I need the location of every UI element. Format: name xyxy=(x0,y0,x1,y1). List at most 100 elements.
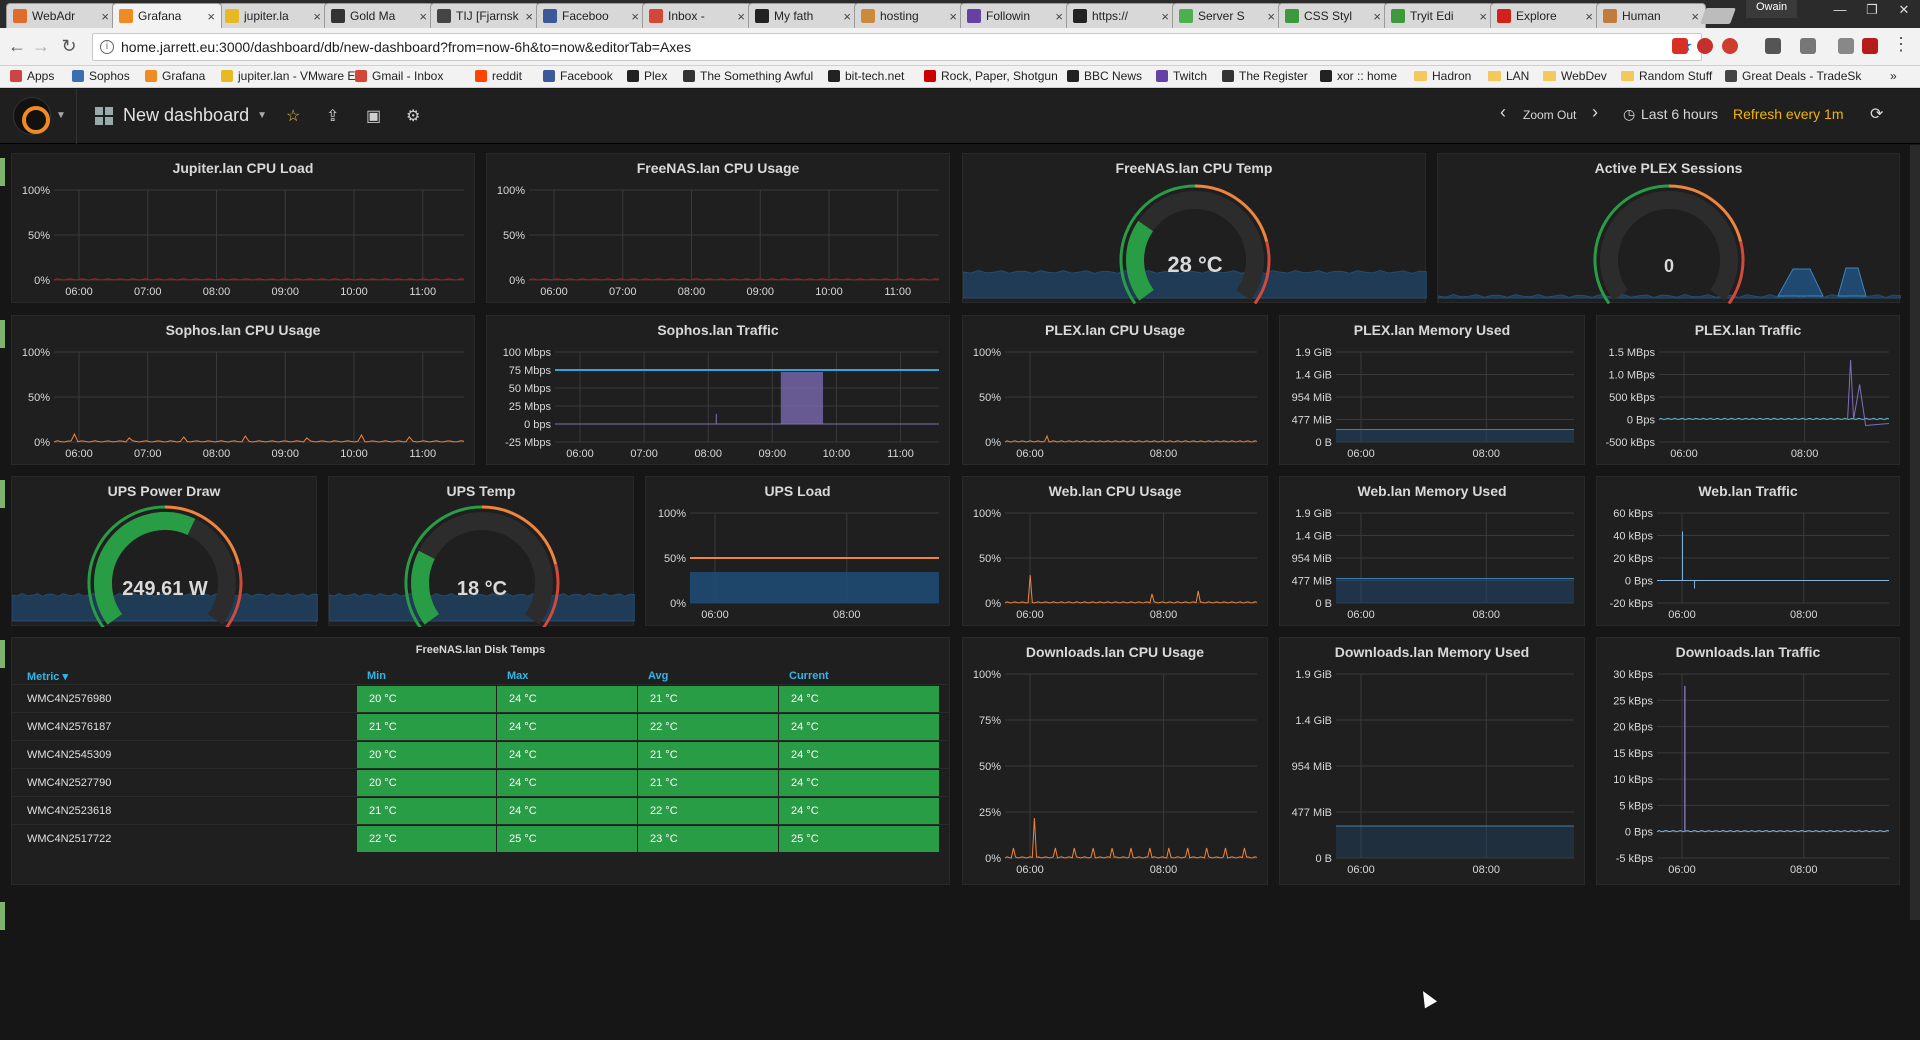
chevron-down-icon[interactable]: ▼ xyxy=(56,110,66,121)
extension-icon[interactable] xyxy=(1765,38,1781,54)
panel-disk-temps-table[interactable]: FreeNAS.lan Disk Temps Metric ▾ Min Max Avg… xyxy=(11,637,950,885)
panel-web-cpu[interactable]: Web.lan CPU Usage 100%50%0%06:0008:0010:… xyxy=(962,476,1268,626)
panel-ups-temp[interactable]: UPS Temp 18 °C xyxy=(328,476,635,627)
browser-tab[interactable]: TIJ [Fjarnsk × xyxy=(430,3,540,28)
profile-button[interactable]: Owain xyxy=(1746,0,1798,18)
browser-tab[interactable]: Grafana × xyxy=(112,3,222,28)
bookmark-item[interactable]: Plex xyxy=(627,69,667,83)
row-handle[interactable] xyxy=(0,320,5,348)
bookmarks-overflow-icon[interactable]: » xyxy=(1890,69,1897,83)
bookmark-item[interactable]: xor :: home xyxy=(1320,69,1397,83)
column-header-metric-sort[interactable]: Metric ▾ xyxy=(27,671,68,683)
close-tab-icon[interactable]: × xyxy=(631,8,639,24)
bookmark-item[interactable]: Twitch xyxy=(1156,69,1207,83)
panel-freenas-cpu[interactable]: FreeNAS.lan CPU Usage 100% 50% 0% 06:00 07:0… xyxy=(486,153,950,303)
browser-tab[interactable]: Server S × xyxy=(1172,3,1282,28)
minimize-icon[interactable]: — xyxy=(1833,2,1847,17)
bookmark-item[interactable]: Great Deals - TradeSk xyxy=(1725,69,1861,83)
back-icon[interactable]: ← xyxy=(8,36,26,56)
dashboard-picker[interactable]: New dashboard ▼ xyxy=(95,105,267,126)
panel-sophos-cpu[interactable]: Sophos.lan CPU Usage 100% 50% 0% 06:00 07:00… xyxy=(11,315,475,465)
extension-icon[interactable] xyxy=(1800,38,1816,54)
zoom-out-button[interactable]: Zoom Out xyxy=(1523,108,1577,122)
chrome-menu-icon[interactable]: ⋮ xyxy=(1892,34,1910,54)
panel-web-memory[interactable]: Web.lan Memory Used 1.9 GiB 1.4 GiB 954 Mi… xyxy=(1279,476,1585,626)
panel-plex-memory[interactable]: PLEX.lan Memory Used 1.9 GiB 1.4 GiB 954 M… xyxy=(1279,315,1585,465)
close-tab-icon[interactable]: × xyxy=(1691,8,1699,24)
close-tab-icon[interactable]: × xyxy=(949,8,957,24)
panel-downloads-traffic[interactable]: Downloads.lan Traffic 30 kBps 25 kBps 20 k… xyxy=(1596,637,1900,885)
adblock-icon[interactable] xyxy=(1697,38,1713,54)
star-icon[interactable]: ☆ xyxy=(286,108,301,125)
bookmark-item[interactable]: The Something Awful xyxy=(683,69,813,83)
close-tab-icon[interactable]: × xyxy=(525,8,533,24)
panel-downloads-cpu[interactable]: Downloads.lan CPU Usage 100% 75% 50% 25% 0% 0… xyxy=(962,637,1268,885)
bookmark-item[interactable]: bit-tech.net xyxy=(828,69,904,83)
refresh-interval[interactable]: Refresh every 1m xyxy=(1733,106,1844,122)
close-tab-icon[interactable]: × xyxy=(419,8,427,24)
bookmark-item[interactable]: Facebook xyxy=(543,69,613,83)
column-header[interactable]: Avg xyxy=(648,670,669,682)
info-icon[interactable]: i xyxy=(100,40,114,54)
bookmark-folder[interactable]: WebDev xyxy=(1543,69,1607,83)
column-header[interactable]: Max xyxy=(507,670,529,682)
gear-icon[interactable]: ⚙ xyxy=(406,108,421,125)
bookmark-item[interactable]: Rock, Paper, Shotgun xyxy=(924,69,1058,83)
panel-web-traffic[interactable]: Web.lan Traffic 60 kBps 40 kBps 20 kBps 0 B… xyxy=(1596,476,1900,626)
chevron-left-icon[interactable]: ‹ xyxy=(1500,102,1506,122)
save-icon[interactable]: ▣ xyxy=(366,108,382,125)
browser-tab[interactable]: WebAdr × xyxy=(6,3,116,28)
close-tab-icon[interactable]: × xyxy=(313,8,321,24)
panel-jupiter-cpu[interactable]: Jupiter.lan CPU Load 100% 50% 0% 06:00 07:00… xyxy=(11,153,475,303)
extension-icon[interactable] xyxy=(1838,38,1854,54)
share-icon[interactable]: ⇪ xyxy=(326,108,340,125)
bookmark-folder[interactable]: LAN xyxy=(1488,69,1529,83)
panel-freenas-temp[interactable]: FreeNAS.lan CPU Temp 28 °C xyxy=(962,153,1427,304)
grafana-logo-icon[interactable] xyxy=(13,97,51,135)
bookmark-item[interactable]: Apps xyxy=(10,69,54,83)
panel-downloads-memory[interactable]: Downloads.lan Memory Used 1.9 GiB 1.4 GiB… xyxy=(1279,637,1585,885)
close-tab-icon[interactable]: × xyxy=(843,8,851,24)
close-tab-icon[interactable]: × xyxy=(207,8,215,24)
close-tab-icon[interactable]: × xyxy=(1055,8,1063,24)
close-window-icon[interactable]: ✕ xyxy=(1898,2,1910,17)
browser-tab[interactable]: Gold Ma × xyxy=(324,3,434,28)
column-header[interactable]: Min xyxy=(367,670,386,682)
bookmark-item[interactable]: The Register xyxy=(1222,69,1308,83)
row-handle[interactable] xyxy=(0,158,5,186)
bookmark-folder[interactable]: Hadron xyxy=(1414,69,1471,83)
panel-plex-cpu[interactable]: PLEX.lan CPU Usage 100%50%0%06:0008:0010… xyxy=(962,315,1268,465)
maximize-icon[interactable]: ❐ xyxy=(1866,2,1878,17)
browser-tab[interactable]: hosting × xyxy=(854,3,964,28)
close-tab-icon[interactable]: × xyxy=(1585,8,1593,24)
panel-plex-traffic[interactable]: PLEX.lan Traffic 1.5 MBps 1.0 MBps 500 kBp… xyxy=(1596,315,1900,465)
bookmark-item[interactable]: Gmail - Inbox xyxy=(355,69,443,83)
time-range-picker[interactable]: Last 6 hours xyxy=(1641,106,1719,122)
refresh-icon[interactable]: ⟳ xyxy=(1870,106,1884,123)
panel-ups-power[interactable]: UPS Power Draw 249.61 W xyxy=(11,476,318,627)
ublock-icon[interactable] xyxy=(1862,38,1878,54)
browser-tab[interactable]: jupiter.la × xyxy=(218,3,328,28)
column-header[interactable]: Current xyxy=(789,670,829,682)
close-tab-icon[interactable]: × xyxy=(1479,8,1487,24)
bookmark-item[interactable]: Grafana xyxy=(145,69,205,83)
close-tab-icon[interactable]: × xyxy=(101,8,109,24)
row-handle[interactable] xyxy=(0,902,5,930)
row-handle[interactable] xyxy=(0,640,5,668)
scrollbar[interactable] xyxy=(1910,145,1920,920)
browser-tab[interactable]: Tryit Edi × xyxy=(1384,3,1494,28)
browser-tab[interactable]: Faceboo × xyxy=(536,3,646,28)
panel-sophos-traffic[interactable]: Sophos.lan Traffic 100 Mbps 75 Mbps 50 Mbp… xyxy=(486,315,950,465)
extension-icon[interactable] xyxy=(1672,38,1688,54)
browser-tab[interactable]: Followin × xyxy=(960,3,1070,28)
extension-icon[interactable] xyxy=(1722,38,1738,54)
forward-icon[interactable]: → xyxy=(32,36,50,56)
close-tab-icon[interactable]: × xyxy=(1267,8,1275,24)
close-tab-icon[interactable]: × xyxy=(1161,8,1169,24)
reload-icon[interactable]: ↻ xyxy=(61,36,77,56)
bookmark-item[interactable]: Sophos xyxy=(72,69,130,83)
browser-tab[interactable]: https:// × xyxy=(1066,3,1176,28)
bookmark-item[interactable]: BBC News xyxy=(1067,69,1142,83)
chevron-right-icon[interactable]: › xyxy=(1592,102,1598,122)
